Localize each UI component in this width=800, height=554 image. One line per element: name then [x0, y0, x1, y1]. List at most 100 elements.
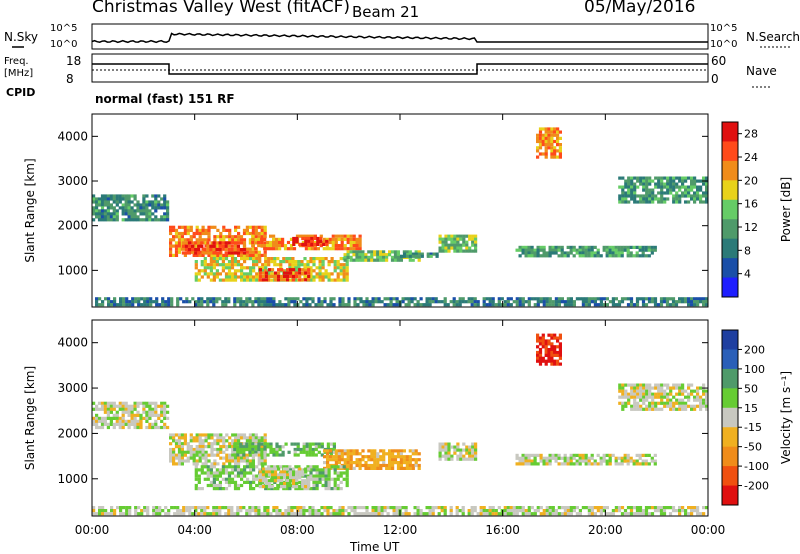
- echo-cell: [186, 225, 190, 229]
- nsearch-tick-low: 10^0: [710, 39, 738, 50]
- echo-cell: [620, 254, 624, 258]
- echo-cell: [148, 200, 152, 204]
- echo-cell: [373, 458, 377, 462]
- echo-cell: [553, 336, 557, 340]
- echo-cell: [328, 247, 332, 251]
- echo-cell: [251, 506, 255, 510]
- echo-cell: [476, 512, 480, 516]
- echo-cell: [112, 218, 116, 222]
- echo-cell: [206, 303, 210, 307]
- echo-cell: [166, 203, 170, 207]
- echo-cell: [236, 445, 240, 449]
- echo-cell: [183, 442, 187, 446]
- echo-cell: [321, 257, 325, 261]
- echo-cell: [261, 278, 266, 282]
- echo-cell: [396, 455, 401, 459]
- echo-cell: [124, 422, 128, 426]
- echo-cell: [462, 240, 466, 244]
- echo-cell: [118, 416, 122, 420]
- echo-cell: [474, 445, 478, 449]
- echo-cell: [251, 439, 255, 443]
- echo-cell: [624, 395, 628, 399]
- echo-cell: [145, 212, 149, 216]
- echo-cell: [326, 463, 330, 468]
- echo-cell: [314, 512, 318, 516]
- echo-cell: [450, 243, 454, 247]
- echo-cell: [558, 143, 562, 147]
- echo-cell: [699, 512, 703, 516]
- echo-cell: [642, 389, 646, 393]
- echo-cell: [169, 456, 173, 460]
- echo-cell: [189, 447, 193, 452]
- echo-cell: [547, 339, 551, 343]
- echo-cell: [365, 300, 369, 304]
- echo-cell: [294, 260, 298, 264]
- echo-cell: [638, 254, 642, 258]
- echo-cell: [624, 179, 628, 183]
- echo-cell: [243, 260, 247, 264]
- echo-cell: [227, 300, 231, 304]
- echo-cell: [249, 487, 253, 491]
- echo-cell: [614, 254, 618, 258]
- echo-cell: [687, 303, 691, 307]
- echo-cell: [266, 453, 270, 457]
- echo-cell: [382, 452, 386, 456]
- echo-cell: [130, 407, 134, 411]
- echo-cell: [641, 297, 646, 301]
- echo-cell: [194, 465, 198, 469]
- echo-cell: [299, 512, 303, 516]
- echo-cell: [693, 389, 697, 393]
- echo-cell: [246, 278, 250, 282]
- echo-cell: [396, 463, 401, 468]
- echo-cell: [434, 506, 438, 510]
- echo-cell: [303, 266, 307, 270]
- echo-cell: [133, 203, 137, 207]
- echo-cell: [212, 480, 216, 484]
- echo-cell: [97, 203, 102, 207]
- echo-cell: [157, 194, 161, 198]
- echo-cell: [267, 482, 272, 486]
- echo-cell: [222, 235, 226, 239]
- echo-cell: [374, 300, 378, 304]
- echo-cell: [242, 453, 246, 457]
- echo-cell: [249, 468, 253, 472]
- echo-cell: [651, 392, 655, 396]
- echo-cell: [554, 251, 558, 255]
- echo-cell: [195, 436, 199, 440]
- echo-cell: [121, 218, 125, 222]
- echo-cell: [346, 449, 350, 453]
- echo-cell: [608, 248, 612, 252]
- echo-cell: [92, 200, 96, 204]
- echo-cell: [209, 512, 213, 516]
- y-tick-label: 4000: [57, 129, 88, 143]
- echo-cell: [110, 300, 114, 304]
- echo-cell: [219, 433, 223, 437]
- echo-cell: [560, 512, 564, 516]
- echo-cell: [260, 447, 264, 452]
- echo-cell: [204, 456, 208, 460]
- echo-cell: [257, 297, 261, 301]
- echo-cell: [405, 466, 409, 470]
- echo-cell: [246, 480, 250, 484]
- echo-cell: [665, 297, 670, 301]
- echo-cell: [364, 258, 368, 262]
- echo-cell: [485, 509, 489, 513]
- colorbar-segment: [722, 238, 738, 259]
- echo-cell: [251, 225, 255, 229]
- echo-cell: [702, 506, 706, 510]
- echo-cell: [137, 303, 141, 307]
- echo-cell: [227, 266, 232, 270]
- echo-cell: [620, 248, 624, 252]
- echo-cell: [560, 300, 564, 304]
- echo-cell: [536, 353, 540, 357]
- echo-cell: [650, 297, 655, 301]
- echo-cell: [157, 218, 161, 222]
- echo-cell: [367, 458, 371, 462]
- echo-cell: [174, 250, 179, 254]
- echo-cell: [541, 339, 545, 343]
- echo-cell: [624, 392, 628, 396]
- echo-cell: [702, 404, 706, 408]
- echo-cell: [684, 194, 688, 198]
- echo-cell: [416, 506, 420, 510]
- echo-cell: [352, 244, 356, 248]
